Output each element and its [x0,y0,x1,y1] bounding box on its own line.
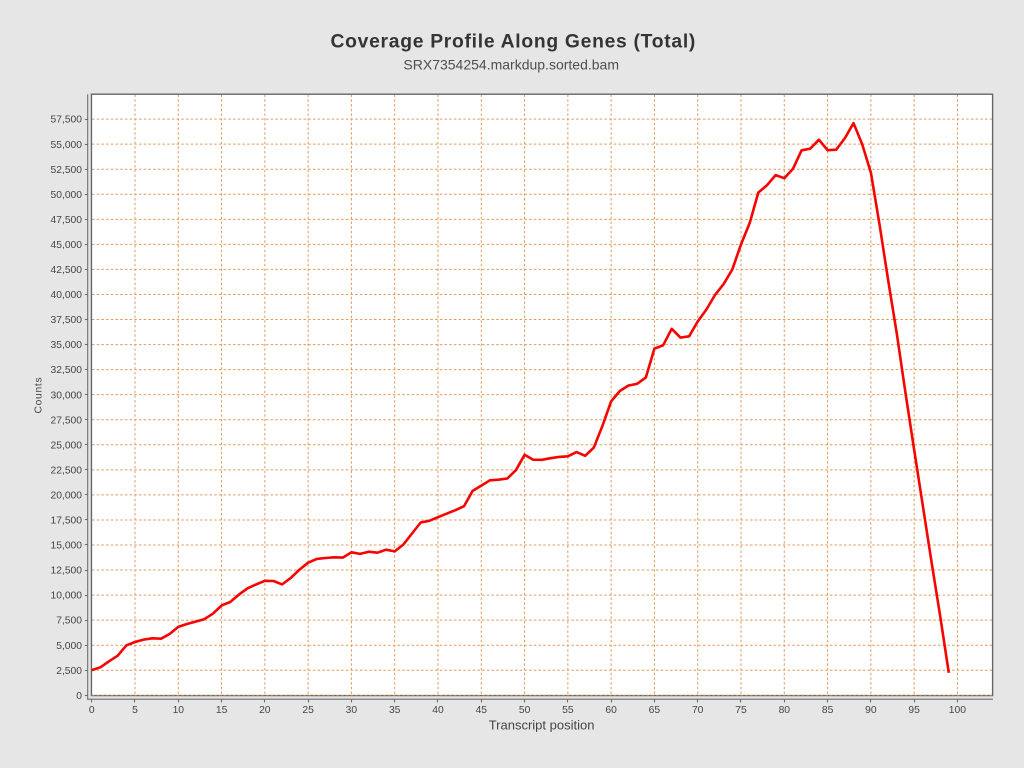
svg-text:25,000: 25,000 [51,440,83,451]
svg-text:Coverage Profile Along Genes (: Coverage Profile Along Genes (Total) [331,31,697,52]
svg-text:5,000: 5,000 [56,641,82,652]
svg-text:30,000: 30,000 [51,390,83,401]
svg-text:45: 45 [476,705,488,716]
svg-text:60: 60 [605,705,617,716]
svg-text:47,500: 47,500 [51,215,83,226]
svg-text:37,500: 37,500 [51,315,83,326]
svg-text:10: 10 [173,705,185,716]
svg-text:10,000: 10,000 [51,591,83,602]
svg-text:70: 70 [692,705,704,716]
svg-text:85: 85 [822,705,834,716]
svg-text:52,500: 52,500 [51,165,83,176]
svg-text:0: 0 [76,691,82,702]
svg-text:17,500: 17,500 [51,516,83,527]
svg-text:15: 15 [216,705,228,716]
svg-text:90: 90 [865,705,877,716]
svg-text:100: 100 [949,705,966,716]
svg-text:40,000: 40,000 [51,290,83,301]
svg-text:55: 55 [562,705,574,716]
svg-text:32,500: 32,500 [51,365,83,376]
svg-text:0: 0 [89,705,95,716]
svg-text:15,000: 15,000 [51,541,83,552]
svg-text:12,500: 12,500 [51,566,83,577]
svg-text:Counts: Counts [34,377,45,414]
svg-text:2,500: 2,500 [56,666,82,677]
svg-text:95: 95 [908,705,920,716]
svg-text:20: 20 [259,705,271,716]
svg-text:5: 5 [132,705,138,716]
svg-text:42,500: 42,500 [51,265,83,276]
svg-text:7,500: 7,500 [56,616,82,627]
svg-text:22,500: 22,500 [51,465,83,476]
svg-text:80: 80 [779,705,791,716]
svg-text:30: 30 [346,705,358,716]
svg-text:20,000: 20,000 [51,491,83,502]
svg-text:75: 75 [735,705,747,716]
svg-text:25: 25 [302,705,314,716]
svg-text:35: 35 [389,705,401,716]
svg-text:50: 50 [519,705,531,716]
svg-text:40: 40 [432,705,444,716]
svg-text:55,000: 55,000 [51,140,83,151]
svg-text:45,000: 45,000 [51,240,83,251]
svg-text:SRX7354254.markdup.sorted.bam: SRX7354254.markdup.sorted.bam [403,57,619,73]
svg-text:35,000: 35,000 [51,340,83,351]
svg-text:Transcript position: Transcript position [489,717,595,732]
svg-text:57,500: 57,500 [51,115,83,126]
svg-text:27,500: 27,500 [51,415,83,426]
svg-text:50,000: 50,000 [51,190,83,201]
svg-text:65: 65 [649,705,661,716]
